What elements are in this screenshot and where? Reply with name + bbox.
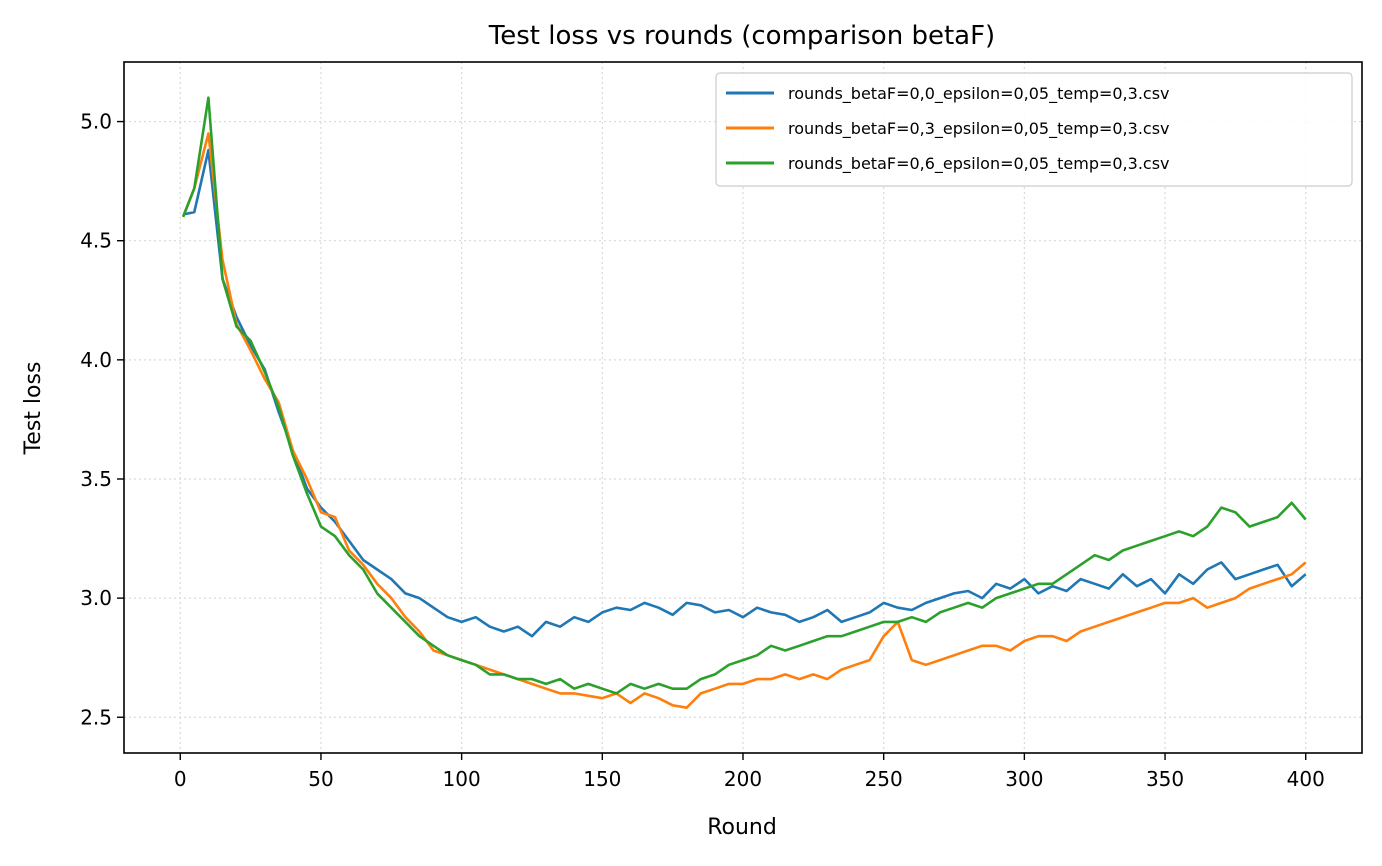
y-tick-label: 4.0 [80, 348, 112, 372]
x-tick-label: 200 [724, 767, 762, 791]
series-line-1 [182, 148, 1307, 638]
series-line-2 [181, 132, 1307, 710]
y-tick-label: 4.5 [80, 229, 112, 253]
series-line-3 [181, 96, 1307, 695]
x-axis-label: Round [707, 815, 777, 840]
legend-label: rounds_betaF=0,3_epsilon=0,05_temp=0,3.c… [788, 119, 1170, 139]
legend-label: rounds_betaF=0,0_epsilon=0,05_temp=0,3.c… [788, 84, 1170, 104]
y-tick-label: 5.0 [80, 110, 112, 134]
x-tick-label: 150 [583, 767, 621, 791]
x-tick-label: 50 [308, 767, 333, 791]
axes: 0 50 100 150 200 250 300 350 400 2.5 3.0 3.5 4.0 4.5 5… [80, 110, 1325, 791]
y-tick-label: 2.5 [80, 705, 112, 729]
series-lines [181, 96, 1307, 710]
x-tick-label: 300 [1005, 767, 1043, 791]
x-tick-label: 400 [1287, 767, 1325, 791]
y-axis-label: Test loss [21, 362, 46, 456]
legend-label: rounds_betaF=0,6_epsilon=0,05_temp=0,3.c… [788, 154, 1170, 174]
chart-title: Test loss vs rounds (comparison betaF) [488, 21, 995, 51]
y-tick-label: 3.0 [80, 586, 112, 610]
x-tick-label: 250 [865, 767, 903, 791]
x-tick-label: 0 [174, 767, 187, 791]
x-tick-label: 350 [1146, 767, 1184, 791]
x-tick-label: 100 [443, 767, 481, 791]
legend: rounds_betaF=0,0_epsilon=0,05_temp=0,3.c… [715, 72, 1353, 187]
y-tick-label: 3.5 [80, 467, 112, 491]
legend-box [715, 72, 1353, 187]
